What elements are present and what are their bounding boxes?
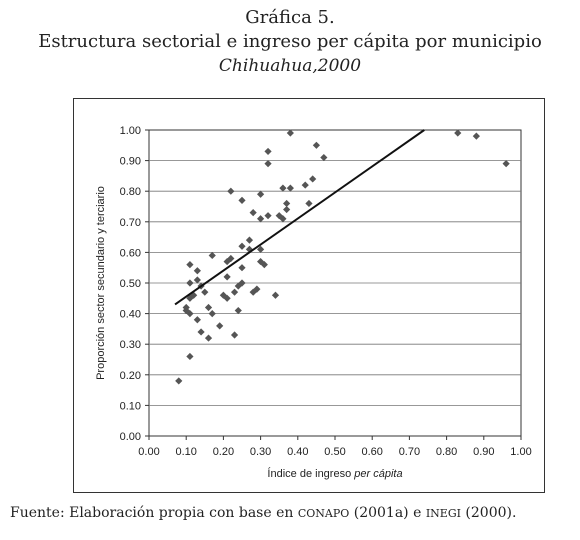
data-point: [238, 279, 246, 287]
grid-lines: [149, 160, 521, 406]
source-mid-2: (2000).: [460, 505, 517, 521]
trend-line: [174, 129, 425, 306]
y-tick-label: 0.60: [120, 247, 141, 259]
data-point: [186, 352, 194, 361]
data-point: [223, 273, 231, 281]
data-point: [238, 196, 246, 204]
data-point: [472, 132, 480, 140]
source-prefix: Fuente: Elaboración propia con base en: [10, 505, 298, 521]
x-tick-label: 0.40: [287, 446, 308, 458]
x-tick-label: 0.90: [473, 446, 494, 458]
chart-frame: 0.00 0.10 0.20 0.30 0.40 0.50 0.60 0.70 0.80 0.90…: [73, 98, 545, 493]
x-tick-label: 0.80: [436, 446, 457, 458]
figure-number: Gráfica 5.: [245, 7, 335, 28]
data-point: [223, 294, 231, 302]
data-point: [227, 187, 235, 195]
x-tick-label: 1.00: [510, 446, 531, 458]
data-point: [309, 175, 317, 183]
y-tick-label: 0.80: [120, 186, 141, 198]
y-tick-label: 0.30: [120, 339, 141, 351]
x-tick-label: 0.60: [361, 446, 382, 458]
y-tick-label: 0.90: [120, 156, 141, 168]
data-point: [193, 276, 201, 284]
x-tick-label: 0.10: [175, 446, 196, 458]
chart-heading: Gráfica 5. Estructura sectorial e ingres…: [0, 6, 580, 78]
data-point: [175, 377, 183, 385]
scatter-chart: 0.00 0.10 0.20 0.30 0.40 0.50 0.60 0.70 0.80 0.90…: [95, 125, 532, 480]
source-org-conapo: CONAPO: [297, 507, 350, 520]
x-tick-label: 0.50: [324, 446, 345, 458]
y-tick-label: 0.00: [120, 431, 141, 443]
chart-title: Estructura sectorial e ingreso per cápit…: [38, 31, 542, 52]
data-point: [219, 291, 227, 299]
y-tick-label: 0.50: [120, 278, 141, 290]
y-tick-label: 0.20: [120, 370, 141, 382]
source-note: Fuente: Elaboración propia con base en C…: [10, 505, 516, 521]
y-tick-label: 0.10: [120, 400, 141, 412]
data-point: [230, 288, 239, 296]
x-axis-label: Índice de ingreso per cápita: [267, 467, 402, 480]
source-org-inegi: INEGI: [425, 507, 461, 520]
data-point: [245, 236, 254, 244]
x-axis-ticks: 0.00 0.10 0.20 0.30 0.40 0.50 0.60 0.70 0.80 0.90…: [138, 436, 532, 458]
data-point: [454, 129, 462, 137]
y-axis-ticks: 0.00 0.10 0.20 0.30 0.40 0.50 0.60 0.70 0.80 0.90…: [120, 125, 149, 443]
y-tick-label: 0.70: [120, 217, 141, 229]
y-tick-label: 1.00: [120, 125, 141, 137]
x-tick-label: 0.30: [250, 446, 271, 458]
x-tick-label: 0.70: [399, 446, 420, 458]
x-tick-label: 0.20: [213, 446, 234, 458]
y-tick-label: 0.40: [120, 309, 141, 321]
data-point: [238, 242, 246, 250]
x-tick-label: 0.00: [138, 446, 159, 458]
source-mid-1: (2001a) e: [349, 505, 426, 521]
data-point: [186, 279, 194, 287]
data-point: [249, 209, 257, 217]
data-point: [201, 288, 209, 296]
data-point: [253, 285, 261, 293]
data-point: [238, 264, 246, 272]
chart-subtitle: Chihuahua,2000: [218, 56, 362, 76]
data-point: [502, 160, 510, 168]
y-axis-label: Proporción sector secundario y terciario: [95, 186, 107, 380]
